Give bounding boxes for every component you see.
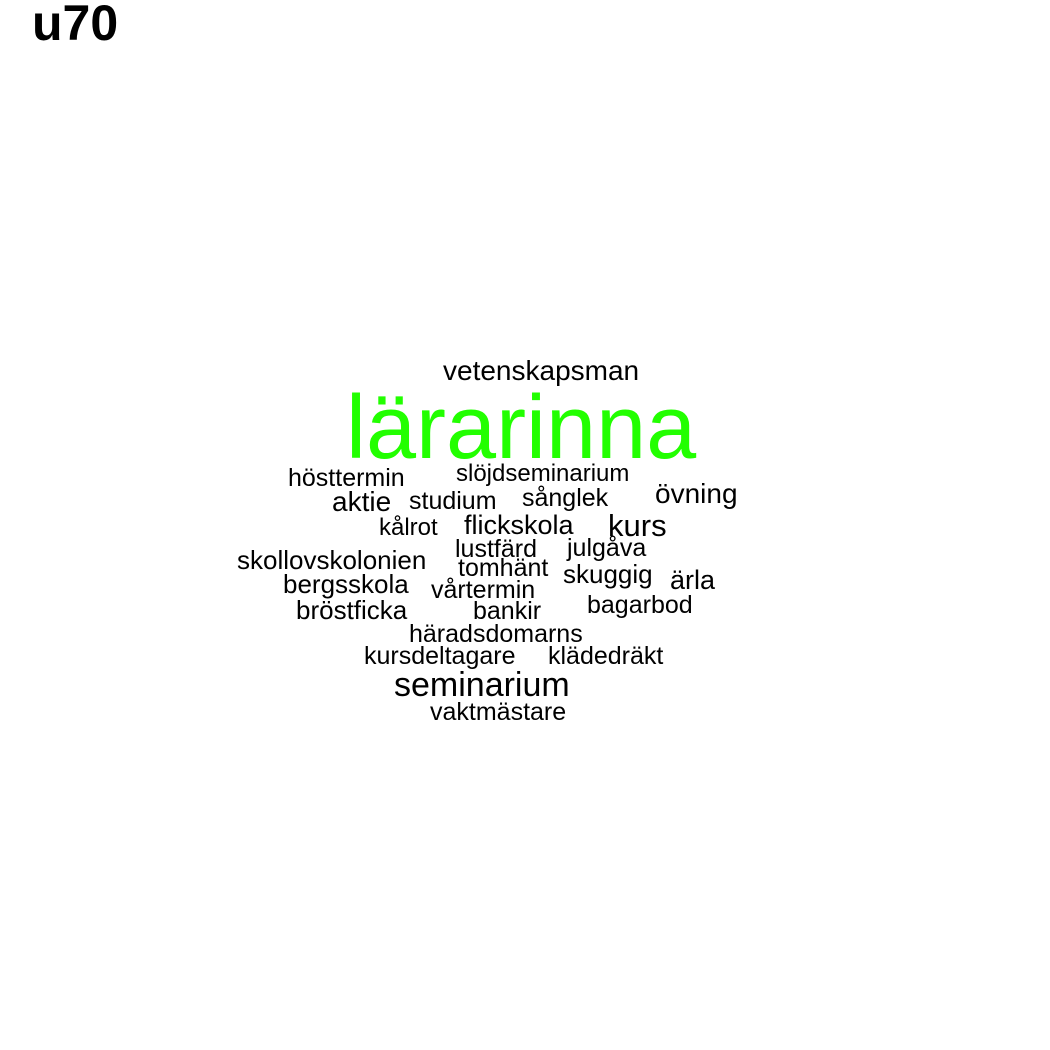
word-vartermin: vårtermin bbox=[431, 576, 536, 604]
word-vaktmastare: vaktmästare bbox=[430, 698, 567, 726]
word-sanglek: sånglek bbox=[522, 484, 609, 512]
word-bagarbod: bagarbod bbox=[587, 591, 693, 619]
word-kalrot: kålrot bbox=[379, 514, 438, 541]
word-flickskola: flickskola bbox=[464, 510, 574, 540]
word-seminarium: seminarium bbox=[394, 666, 570, 704]
word-hosttermin: hösttermin bbox=[288, 464, 405, 492]
word-studium: studium bbox=[409, 487, 497, 515]
page-title: u70 bbox=[32, 0, 119, 51]
word-skuggig: skuggig bbox=[563, 559, 653, 589]
word-kurs: kurs bbox=[608, 508, 667, 543]
word-bankir: bankir bbox=[473, 597, 542, 625]
word-kladedrakt: klädedräkt bbox=[548, 642, 664, 670]
word-brostficka: bröstficka bbox=[296, 595, 408, 625]
word-bergsskola: bergsskola bbox=[283, 569, 409, 599]
word-julgava: julgåva bbox=[567, 534, 647, 562]
word-skollovskolonien: skollovskolonien bbox=[237, 545, 427, 575]
word-haradsdomarns: häradsdomarns bbox=[409, 620, 583, 648]
word-tomhant: tomhänt bbox=[458, 554, 549, 582]
word-aktie: aktie bbox=[332, 486, 392, 517]
word-ovning: övning bbox=[655, 478, 738, 509]
word-lararinna: lärarinna bbox=[346, 378, 697, 478]
word-kursdeltagare: kursdeltagare bbox=[364, 642, 516, 670]
word-arla: ärla bbox=[670, 565, 716, 595]
word-slojdseminarium: slöjdseminarium bbox=[456, 460, 630, 487]
word-vetenskapsman: vetenskapsman bbox=[443, 355, 640, 386]
word-lustfard: lustfärd bbox=[455, 535, 537, 563]
